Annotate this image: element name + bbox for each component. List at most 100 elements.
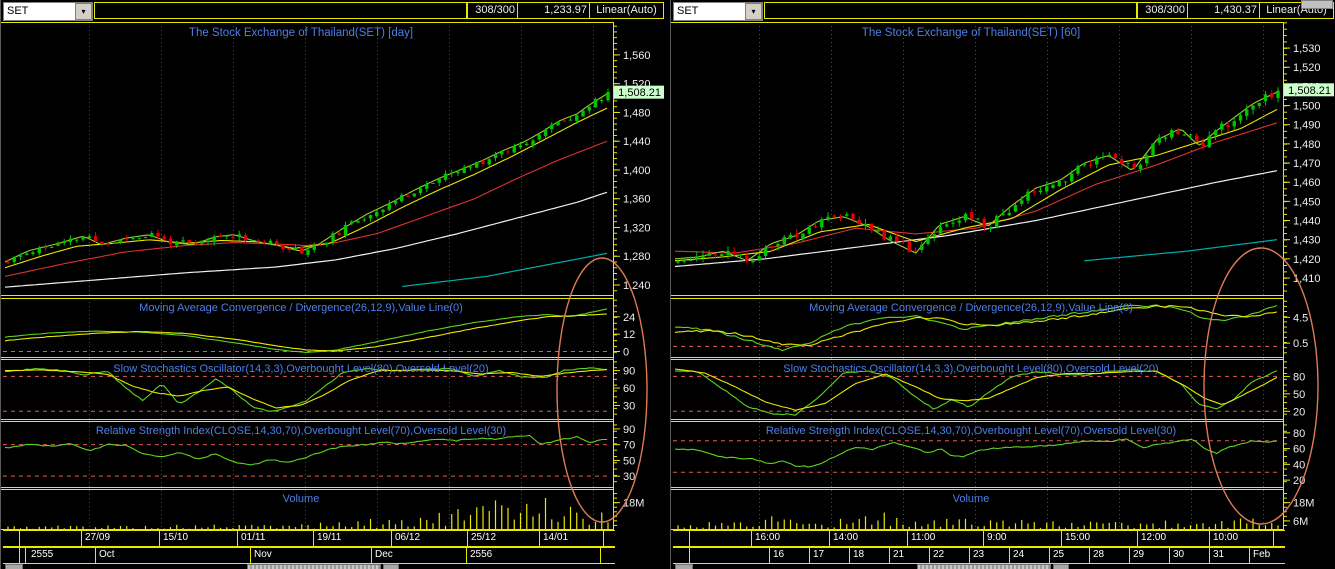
axis-cell-border xyxy=(929,548,930,563)
svg-text:1,410: 1,410 xyxy=(1293,273,1321,285)
axis-label: 19/11 xyxy=(317,532,342,543)
price-pane[interactable] xyxy=(4,88,610,288)
annotation-ellipse xyxy=(556,257,648,523)
stoch-title: Slow Stochastics Oscillator(14,3,3),Over… xyxy=(783,363,1158,375)
scrollbar-thumb[interactable] xyxy=(917,564,1051,569)
macd-pane[interactable]: 24 12 0 Moving Average Convergence / Diverg… xyxy=(3,299,635,358)
volume-pane[interactable]: 18M Volume xyxy=(7,493,644,530)
axis-cell-border xyxy=(1209,531,1210,546)
scrollbar-segment[interactable] xyxy=(1053,564,1069,569)
month-axis-row: 2555 Oct Nov Dec 2556 xyxy=(3,547,615,564)
axis-label: 30 xyxy=(1173,549,1185,560)
window-control-buttons[interactable] xyxy=(1301,0,1333,9)
rsi-title: Relative Strength Index(CLOSE,14,30,70),… xyxy=(766,425,1176,437)
stoch-pane[interactable]: 90 60 30 Slow Stochastics Oscillator(14,3,3… xyxy=(3,361,635,415)
scrollbar-thumb[interactable] xyxy=(247,564,381,569)
svg-text:1,560: 1,560 xyxy=(623,50,651,62)
axis-cell-border xyxy=(95,548,96,563)
axis-cell-border xyxy=(689,531,690,546)
axis-cell-border xyxy=(809,548,810,563)
scrollbar-segment[interactable] xyxy=(383,564,399,569)
svg-text:50: 50 xyxy=(1293,389,1305,401)
symbol-combobox[interactable]: SET ▾ xyxy=(3,2,93,21)
gridlines xyxy=(89,22,594,530)
day-axis-row: 16 17 18 21 22 23 24 25 28 29 30 31 Feb xyxy=(673,547,1285,564)
svg-text:18M: 18M xyxy=(623,498,644,510)
chart-area-daily[interactable]: 1,5601,5201,4801,4401,4001,3601,3201,280… xyxy=(1,22,665,530)
reference-price-field: 1,430.37 xyxy=(1187,2,1262,19)
volume-title: Volume xyxy=(953,493,990,505)
rsi-pane[interactable]: 80 60 40 20 Relative Strength Index(CLOSE,14… xyxy=(673,424,1305,487)
axis-label: 10:00 xyxy=(1213,532,1239,543)
bars-count-field: 308/300 xyxy=(1137,2,1190,19)
svg-text:1,450: 1,450 xyxy=(1293,196,1321,208)
axis-label: 25/12 xyxy=(471,532,497,543)
price-pane[interactable] xyxy=(674,87,1280,268)
axis-cell-border xyxy=(1169,548,1170,563)
symbol-combobox[interactable]: SET ▾ xyxy=(673,2,763,21)
axis-cell-border xyxy=(25,548,26,563)
toolbar: SET ▾ 308/300 1,430.37 Linear(Auto) xyxy=(671,0,1335,22)
horizontal-scrollbar[interactable] xyxy=(1,564,665,569)
svg-text:1,430: 1,430 xyxy=(1293,235,1321,247)
svg-text:1,320: 1,320 xyxy=(623,222,651,234)
axis-label: 21 xyxy=(893,549,905,560)
macd-title: Moving Average Convergence / Divergence(… xyxy=(809,302,1133,314)
chevron-down-icon[interactable]: ▾ xyxy=(75,3,92,20)
stoch-title: Slow Stochastics Oscillator(14,3,3),Over… xyxy=(113,363,488,375)
axis-label: 27/09 xyxy=(85,532,111,543)
svg-text:60: 60 xyxy=(623,383,635,395)
toolbar: SET ▾ 308/300 1,233.97 Linear(Auto) xyxy=(1,0,665,22)
svg-text:24: 24 xyxy=(623,312,635,324)
svg-text:60: 60 xyxy=(1293,444,1305,456)
chart-panel-hourly: SET ▾ 308/300 1,430.37 Linear(Auto) 1,53… xyxy=(670,0,1335,569)
axis-cell-border xyxy=(237,531,238,546)
scrollbar-segment[interactable] xyxy=(5,564,23,569)
svg-text:1,530: 1,530 xyxy=(1293,43,1321,55)
rsi-pane[interactable]: 90 70 50 30 Relative Strength Index(CLOSE,14… xyxy=(3,424,635,483)
axis-label: 01/11 xyxy=(241,532,266,543)
axis-cell-border xyxy=(969,548,970,563)
bars-count-field: 308/300 xyxy=(467,2,520,19)
axis-cell-border xyxy=(983,531,984,546)
axis-cell-border xyxy=(1273,531,1274,546)
svg-text:1,500: 1,500 xyxy=(1293,101,1321,113)
axis-cell-border xyxy=(250,548,251,563)
axis-label: 23 xyxy=(973,549,985,560)
macd-pane[interactable]: 4.5 0.5 Moving Average Convergence / Diver… xyxy=(673,300,1308,354)
chart-area-hourly[interactable]: 1,5301,5201,5101,5001,4901,4801,4701,460… xyxy=(671,22,1335,530)
axis-cell-border xyxy=(1249,548,1250,563)
axis-label: 12:00 xyxy=(1141,532,1167,543)
axis-cell-border xyxy=(1009,548,1010,563)
scrollbar-segment[interactable] xyxy=(675,564,693,569)
horizontal-scrollbar[interactable] xyxy=(671,564,1335,569)
volume-title: Volume xyxy=(283,493,320,505)
axis-label: Nov xyxy=(254,549,272,560)
axis-cell-border xyxy=(600,548,601,563)
axis-label: Feb xyxy=(1253,549,1271,560)
stoch-pane[interactable]: 80 50 20 Slow Stochastics Oscillator(14,3,3… xyxy=(673,361,1305,418)
reference-price-field: 1,233.97 xyxy=(517,2,592,19)
symbol-value: SET xyxy=(7,5,29,17)
axis-label: 2555 xyxy=(31,549,54,560)
chevron-down-icon[interactable]: ▾ xyxy=(745,3,762,20)
chart-title: The Stock Exchange of Thailand(SET) [60] xyxy=(862,27,1080,39)
svg-text:1,420: 1,420 xyxy=(1293,254,1321,266)
svg-text:20: 20 xyxy=(1293,406,1305,418)
svg-text:1,460: 1,460 xyxy=(1293,177,1321,189)
axis-cell-border xyxy=(159,531,160,546)
svg-text:1,280: 1,280 xyxy=(623,251,651,263)
axis-cell-border xyxy=(19,548,20,563)
axis-cell-border xyxy=(1049,548,1050,563)
svg-text:30: 30 xyxy=(623,400,635,412)
axis-label: 16 xyxy=(773,549,785,560)
candlesticks xyxy=(6,88,610,265)
axis-label: 16:00 xyxy=(755,532,781,543)
scale-mode-button[interactable]: Linear(Auto) xyxy=(589,2,664,19)
rsi-title: Relative Strength Index(CLOSE,14,30,70),… xyxy=(96,425,506,437)
volume-pane[interactable]: 18M 6M Volume xyxy=(677,493,1314,529)
svg-text:1,440: 1,440 xyxy=(623,136,651,148)
svg-text:1,440: 1,440 xyxy=(1293,216,1321,228)
svg-text:1,470: 1,470 xyxy=(1293,158,1321,170)
